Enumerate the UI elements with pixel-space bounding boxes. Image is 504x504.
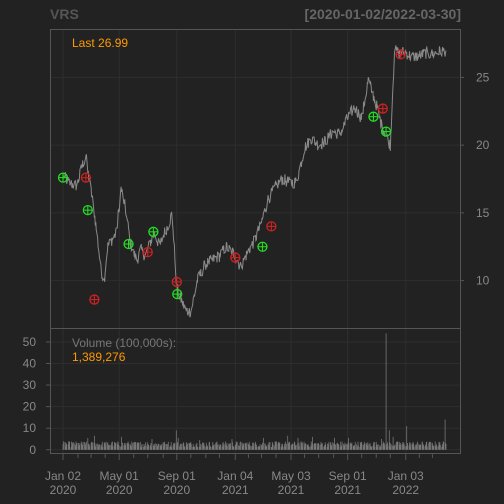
x-tick-label-date: Jan 02 (45, 469, 81, 483)
x-tick-label-year: 2020 (163, 483, 190, 497)
x-tick-label-date: Jan 03 (388, 469, 424, 483)
x-tick-label-date: Jan 04 (217, 469, 253, 483)
x-tick-label-year: 2020 (106, 483, 133, 497)
last-price-label: Last 26.99 (72, 36, 128, 50)
sell-signal-marker (395, 49, 406, 60)
volume-y-tick-label: 40 (23, 357, 37, 371)
x-tick-label-year: 2022 (392, 483, 419, 497)
chart-title-symbol: VRS (50, 6, 79, 22)
buy-signal-marker (380, 126, 392, 137)
grid-lines (51, 30, 460, 453)
sell-signal-marker (230, 252, 241, 263)
sell-signal-marker (266, 221, 277, 232)
buy-signal-marker (82, 205, 93, 216)
price-line (62, 45, 447, 318)
sell-signal-marker (171, 276, 182, 288)
buy-signal-marker (172, 288, 183, 300)
sell-signal-marker (89, 294, 100, 305)
x-tick-label-year: 2021 (334, 483, 361, 497)
x-tick-label-year: 2021 (222, 483, 249, 497)
x-tick-label-year: 2020 (50, 483, 77, 497)
sell-signal-marker (80, 172, 92, 183)
buy-signal-marker (257, 241, 268, 252)
sell-signal-marker (377, 103, 388, 114)
x-tick-label-date: Sep 01 (158, 469, 196, 483)
buy-signal-marker (368, 111, 379, 122)
buy-signal-marker (123, 238, 134, 250)
x-tick-label-date: May 01 (100, 469, 140, 483)
volume-y-tick-label: 30 (23, 378, 37, 392)
buy-signal-marker (57, 172, 69, 183)
volume-y-tick-label: 20 (23, 400, 37, 414)
sell-signal-marker (142, 246, 153, 258)
signal-markers (57, 49, 406, 305)
volume-panel-frame (50, 328, 461, 454)
volume-last-value: 1,389,276 (72, 350, 126, 364)
price-y-tick-label: 25 (476, 70, 490, 84)
volume-bars (62, 333, 447, 450)
volume-title: Volume (100,000s): (72, 336, 176, 350)
volume-y-tick-label: 10 (23, 421, 37, 435)
buy-signal-marker (148, 226, 159, 237)
x-tick-label-date: May 03 (271, 469, 311, 483)
price-y-tick-label: 15 (476, 206, 490, 220)
price-y-tick-label: 10 (476, 274, 490, 288)
x-tick-label-year: 2021 (278, 483, 305, 497)
price-y-tick-label: 20 (476, 138, 490, 152)
x-tick-label-date: Sep 01 (329, 469, 367, 483)
volume-y-tick-label: 0 (29, 443, 36, 457)
chart-date-range: [2020-01-02/2022-03-30] (305, 6, 461, 22)
volume-y-tick-label: 50 (23, 335, 37, 349)
